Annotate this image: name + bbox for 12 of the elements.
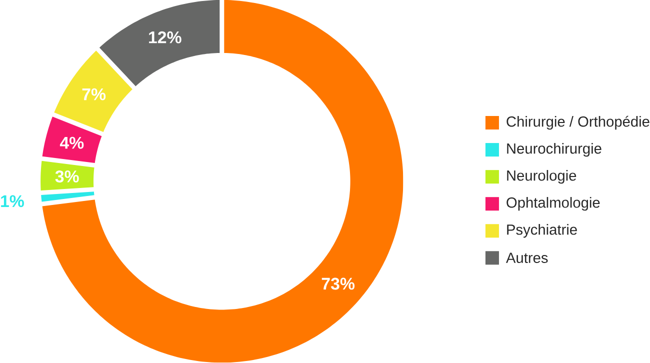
data-label: 7% (82, 88, 106, 100)
data-label: 3% (55, 170, 79, 183)
data-label: 73% (322, 278, 355, 290)
legend-label: Autres (506, 252, 548, 264)
legend-label: Psychiatrie (507, 224, 577, 238)
legend-label: Neurochirurgie (507, 143, 602, 157)
legend-label: Chirurgie / Orthopédie (506, 116, 650, 130)
legend-label: Neurologie (507, 170, 576, 184)
data-label: 1% (1, 195, 24, 208)
data-label: 4% (60, 137, 84, 149)
data-label: 12% (149, 32, 182, 44)
legend-label: Ophtalmologie (506, 197, 600, 211)
